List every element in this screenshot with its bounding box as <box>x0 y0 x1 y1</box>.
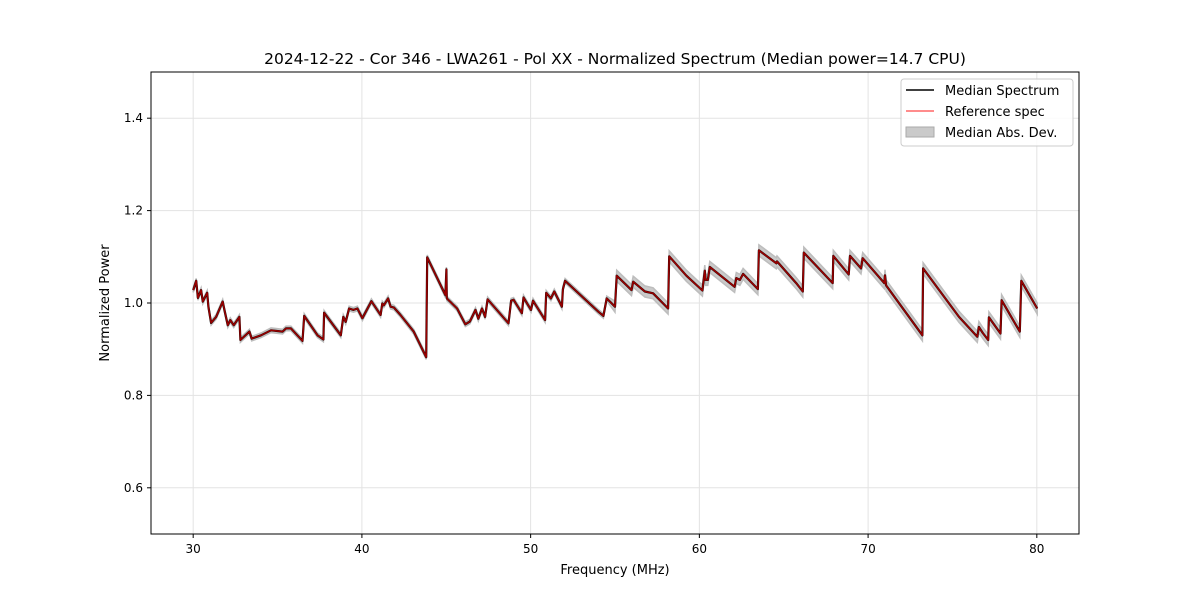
x-tick-label: 30 <box>186 542 201 556</box>
x-tick-label: 40 <box>354 542 369 556</box>
legend-mad-label: Median Abs. Dev. <box>945 126 1057 141</box>
y-tick-label: 1.0 <box>124 296 143 310</box>
x-axis-label: Frequency (MHz) <box>560 563 669 578</box>
x-axis-ticks: 30 40 50 60 70 80 <box>186 534 1044 556</box>
y-tick-label: 1.2 <box>124 204 143 218</box>
x-tick-label: 60 <box>692 542 707 556</box>
reference-spectrum-line <box>192 249 1038 358</box>
y-axis-label: Normalized Power <box>98 244 113 362</box>
y-tick-label: 0.8 <box>124 388 143 402</box>
chart-title: 2024-12-22 - Cor 346 - LWA261 - Pol XX -… <box>264 50 966 68</box>
x-tick-label: 80 <box>1029 542 1044 556</box>
series-lines <box>192 249 1039 359</box>
legend-median-label: Median Spectrum <box>945 84 1059 99</box>
legend-mad-swatch <box>905 126 935 138</box>
legend-reference-label: Reference spec <box>945 105 1045 120</box>
legend-box <box>900 78 1074 147</box>
x-tick-label: 70 <box>860 542 875 556</box>
legend: Median Spectrum Reference spec Median Ab… <box>900 78 1074 147</box>
y-tick-label: 1.4 <box>124 111 143 125</box>
y-tick-label: 0.6 <box>124 481 143 495</box>
y-axis-ticks: 0.6 0.8 1.0 1.2 1.4 <box>124 111 151 495</box>
x-tick-label: 50 <box>523 542 538 556</box>
